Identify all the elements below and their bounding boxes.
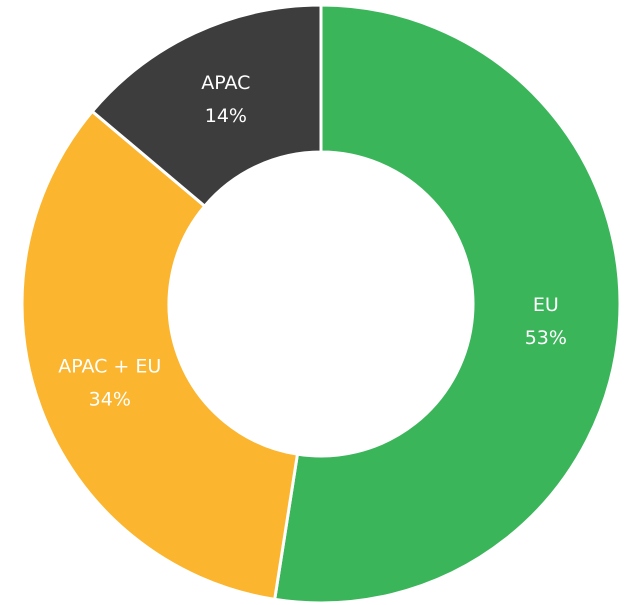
slice-value: 53% [525, 327, 567, 349]
donut-slice [20, 109, 300, 602]
slice-value: 34% [89, 388, 131, 410]
donut-slice [272, 3, 622, 605]
slice-label: APAC + EU [58, 355, 161, 377]
slice-label: EU [533, 294, 559, 316]
slice-value: 14% [205, 105, 247, 127]
slice-label: APAC [201, 72, 250, 94]
donut-slice [90, 3, 323, 209]
